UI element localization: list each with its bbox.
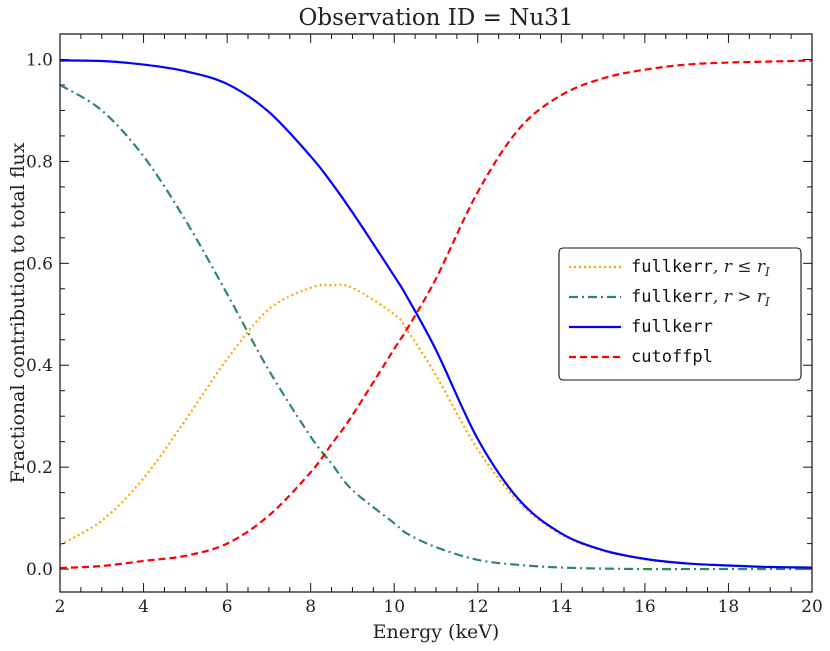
legend-label-2: fullkerr, r > rI — [631, 287, 770, 309]
x-tick-label: 12 — [467, 597, 489, 617]
x-tick-label: 20 — [801, 597, 823, 617]
legend-label-4: cutoffpl — [631, 347, 713, 367]
series-line-2 — [59, 84, 812, 571]
x-tick-label: 18 — [718, 597, 740, 617]
x-tick-label: 16 — [634, 597, 656, 617]
chart-title: Observation ID = Nu31 — [299, 5, 574, 31]
series-line-4 — [59, 59, 813, 570]
x-axis-label: Energy (keV) — [373, 621, 500, 643]
y-tick-label: 0.6 — [26, 254, 53, 274]
x-tick-label: 4 — [138, 597, 149, 617]
y-tick-label: 0.2 — [26, 458, 53, 478]
legend-label-1: fullkerr, r ≤ rI — [631, 257, 770, 279]
x-tick-label: 10 — [383, 597, 405, 617]
y-axis-label: Fractional contribution to total flux — [7, 142, 29, 483]
series-line-3 — [59, 59, 813, 569]
plot-frame — [59, 33, 813, 593]
legend-label-3: fullkerr — [631, 317, 713, 337]
x-tick-label: 8 — [305, 597, 316, 617]
x-tick-label: 2 — [55, 597, 66, 617]
x-tick-label: 14 — [551, 597, 573, 617]
legend-box — [558, 247, 802, 381]
y-tick-label: 0.4 — [26, 356, 53, 376]
y-tick-label: 0.0 — [26, 560, 53, 580]
legend: fullkerr, r ≤ rI fullkerr, r > rI fullkerr… — [558, 247, 802, 381]
y-tick-label: 0.8 — [26, 152, 53, 172]
y-tick-label: 1.0 — [26, 50, 53, 70]
x-tick-label: 6 — [222, 597, 233, 617]
plot-series — [59, 59, 813, 571]
